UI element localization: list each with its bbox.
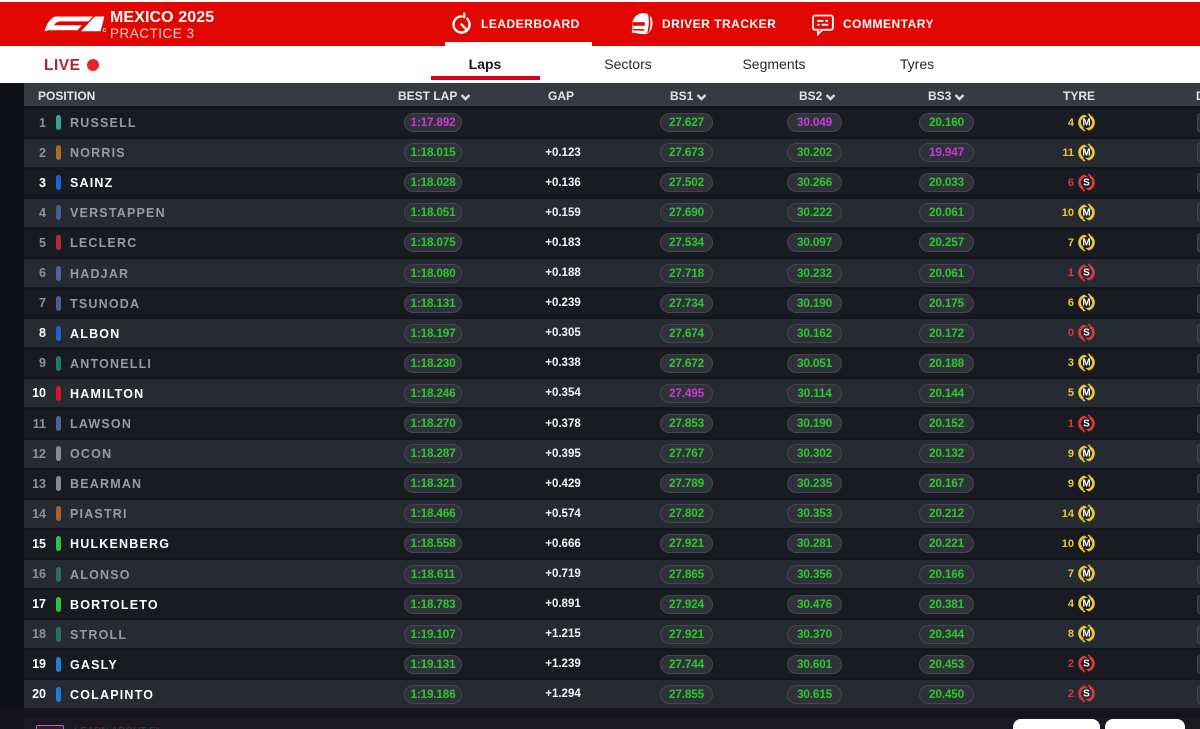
svg-text:S: S bbox=[1083, 268, 1090, 279]
svg-text:S: S bbox=[1083, 328, 1090, 339]
svg-text:S: S bbox=[1083, 659, 1090, 670]
svg-text:M: M bbox=[1082, 238, 1090, 249]
svg-text:M: M bbox=[1082, 629, 1090, 640]
svg-text:M: M bbox=[1082, 147, 1090, 158]
svg-text:S: S bbox=[1083, 689, 1090, 700]
svg-text:M: M bbox=[1082, 599, 1090, 610]
svg-text:M: M bbox=[1082, 448, 1090, 459]
svg-text:M: M bbox=[1082, 478, 1090, 489]
svg-text:M: M bbox=[1082, 117, 1090, 128]
svg-text:S: S bbox=[1083, 418, 1090, 429]
svg-text:M: M bbox=[1082, 509, 1090, 520]
svg-text:M: M bbox=[1082, 208, 1090, 219]
svg-text:M: M bbox=[1082, 539, 1090, 550]
svg-text:M: M bbox=[1082, 388, 1090, 399]
svg-text:M: M bbox=[1082, 358, 1090, 369]
svg-text:S: S bbox=[1083, 178, 1090, 189]
svg-text:M: M bbox=[1082, 569, 1090, 580]
svg-text:M: M bbox=[1082, 298, 1090, 309]
